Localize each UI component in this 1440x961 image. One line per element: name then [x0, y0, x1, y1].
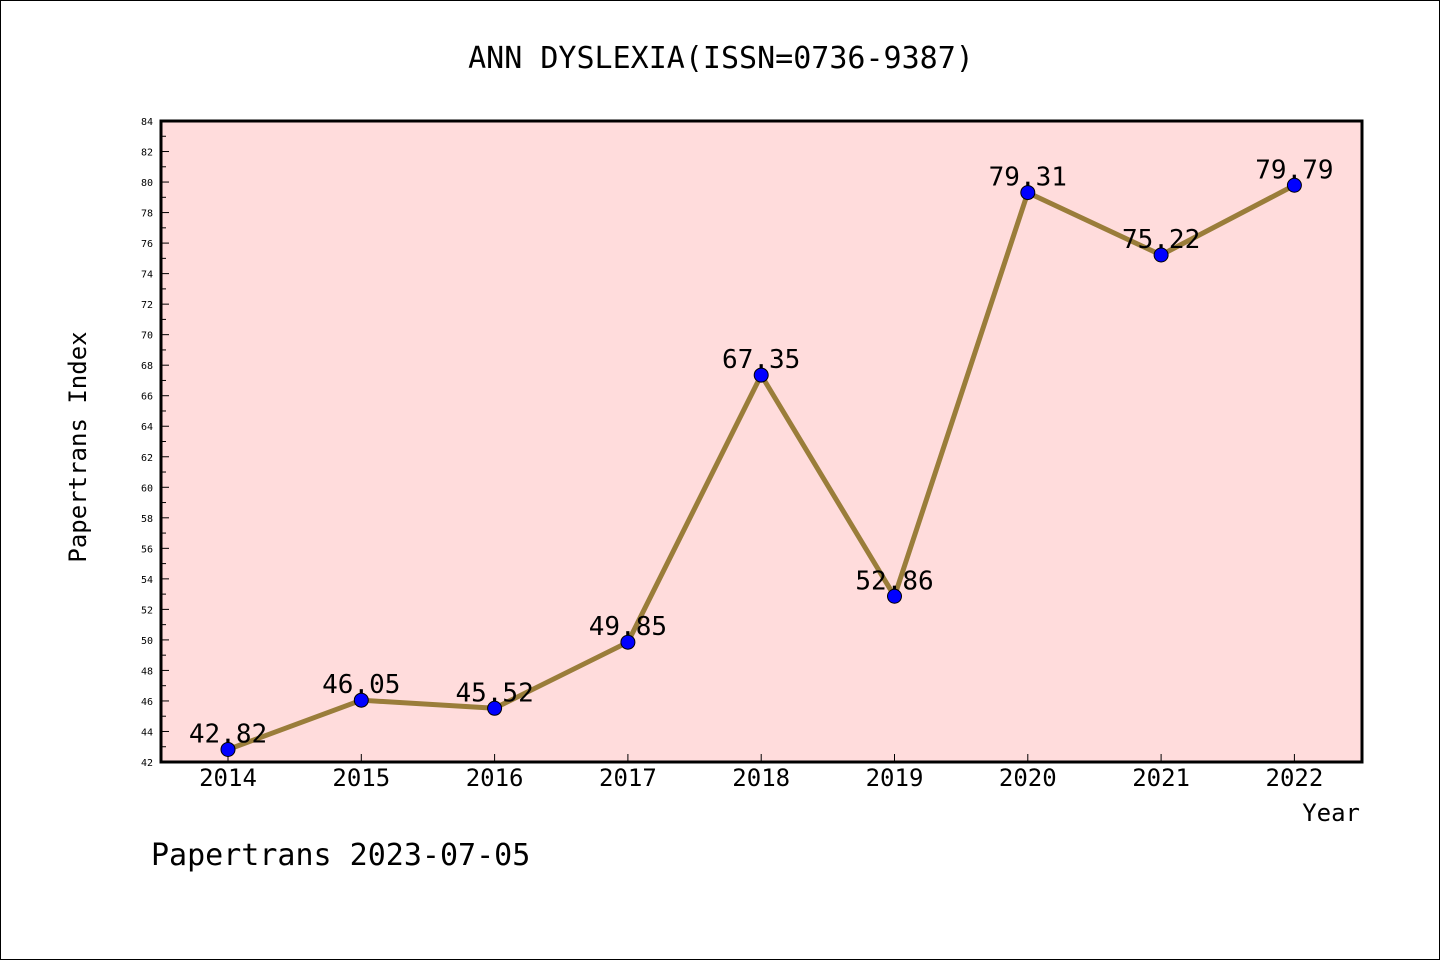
chart-title: ANN DYSLEXIA(ISSN=0736-9387)	[468, 41, 974, 76]
x-axis-label: Year	[1302, 799, 1360, 827]
y-tick-label: 50	[141, 636, 153, 647]
y-tick-label: 74	[141, 270, 153, 281]
y-tick-label: 70	[141, 331, 153, 342]
data-point	[1286, 177, 1302, 193]
y-tick-label: 58	[141, 514, 153, 525]
y-tick-label: 78	[141, 209, 153, 220]
data-label: 75.22	[1122, 225, 1200, 255]
y-tick-label: 48	[141, 666, 153, 677]
y-tick-label: 84	[141, 117, 153, 128]
y-axis-label: Papertrans Index	[64, 331, 92, 562]
plot-area	[159, 119, 1364, 764]
y-tick-label: 80	[141, 178, 153, 189]
data-point	[887, 588, 902, 604]
y-tick-label: 60	[141, 483, 153, 494]
data-point	[353, 692, 369, 708]
y-tick-label: 72	[141, 300, 153, 311]
data-point	[620, 634, 636, 650]
footer-text: Papertrans 2023-07-05	[151, 838, 530, 873]
data-label: 79.31	[989, 163, 1067, 193]
y-tick-label: 66	[141, 392, 153, 403]
series-markers	[220, 177, 1302, 757]
y-tick-label: 46	[141, 697, 153, 708]
x-tick-label: 2016	[466, 764, 524, 792]
y-tick-label: 82	[141, 148, 153, 159]
y-tick-label: 44	[141, 727, 153, 738]
y-tick-label: 54	[141, 575, 153, 586]
y-tick-label: 76	[141, 239, 153, 250]
x-tick-label: 2015	[332, 764, 390, 792]
x-axis: 2014 2015 2016 2017 2018 2019 2020 2021 2022	[199, 754, 1323, 792]
data-point	[1153, 247, 1169, 263]
data-point	[220, 741, 236, 757]
x-tick-label: 2022	[1266, 764, 1324, 792]
data-point	[1020, 185, 1036, 201]
y-tick-label: 42	[141, 758, 153, 769]
y-tick-label: 68	[141, 361, 153, 372]
y-axis: 42 44 46 48 50 52 54 56 58 60 62 64 66 68 70 72 74 76 78 80…	[141, 117, 169, 769]
data-label: 42.82	[189, 719, 267, 749]
data-label: 49.85	[589, 612, 667, 642]
data-label: 67.35	[722, 345, 800, 375]
data-label: 45.52	[455, 678, 533, 708]
x-tick-label: 2019	[866, 764, 924, 792]
x-tick-label: 2021	[1132, 764, 1190, 792]
data-point	[753, 367, 769, 383]
y-tick-label: 62	[141, 453, 153, 464]
y-tick-label: 52	[141, 605, 153, 616]
data-labels: 42.82 46.05 45.52 49.85 67.35 52.86 79.31 75.22…	[189, 155, 1334, 749]
x-tick-label: 2014	[199, 764, 257, 792]
data-label: 52.86	[855, 566, 933, 596]
y-tick-label: 64	[141, 422, 153, 433]
data-label: 46.05	[322, 670, 400, 700]
x-tick-label: 2018	[732, 764, 790, 792]
y-tick-label: 56	[141, 544, 153, 555]
x-tick-label: 2020	[999, 764, 1057, 792]
data-point	[487, 700, 503, 716]
data-label: 79.79	[1255, 155, 1333, 185]
x-tick-label: 2017	[599, 764, 657, 792]
